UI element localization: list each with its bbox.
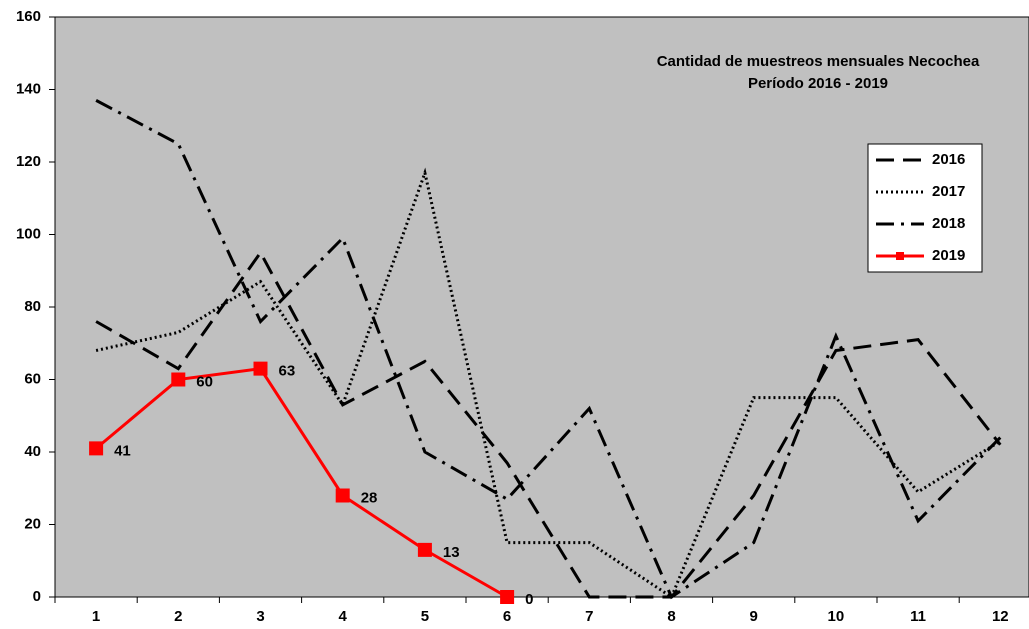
- x-tick-label: 3: [256, 608, 264, 624]
- series-line: [95, 249, 1002, 599]
- y-tick-label: 0: [33, 588, 41, 605]
- legend-label: 2017: [932, 183, 965, 200]
- series-line: [95, 99, 1002, 600]
- y-tick-label: 140: [16, 80, 41, 97]
- marker: [417, 542, 432, 557]
- marker: [500, 590, 515, 604]
- y-tick-label: 80: [24, 298, 41, 315]
- x-tick-label: 2: [174, 608, 182, 624]
- y-tick-label: 20: [24, 515, 41, 532]
- x-tick-label: 1: [92, 608, 100, 624]
- y-tick-label: 120: [16, 153, 41, 170]
- x-tick-label: 4: [339, 608, 348, 624]
- legend-marker: [896, 252, 904, 260]
- x-tick-label: 7: [585, 608, 593, 624]
- chart-subtitle: Período 2016 - 2019: [748, 75, 888, 92]
- data-label: 60: [196, 373, 213, 390]
- x-tick-label: 8: [667, 608, 675, 624]
- x-tick-label: 11: [910, 608, 926, 624]
- x-tick-label: 5: [421, 608, 429, 624]
- legend-label: 2018: [932, 215, 965, 232]
- x-tick-label: 6: [503, 608, 511, 624]
- plot-area: [54, 16, 1029, 598]
- legend-box: [867, 143, 983, 273]
- marker: [89, 441, 104, 456]
- data-label: 0: [525, 591, 533, 608]
- marker: [253, 361, 268, 376]
- series-line: [95, 367, 508, 599]
- data-label: 28: [361, 489, 378, 506]
- y-tick-label: 100: [16, 225, 41, 242]
- chart-title: Cantidad de muestreos mensuales Necochea: [657, 53, 980, 70]
- data-label: 13: [443, 544, 460, 561]
- data-label: 63: [279, 363, 296, 380]
- legend-label: 2019: [932, 247, 965, 264]
- marker: [335, 488, 350, 503]
- y-tick-label: 60: [24, 370, 41, 387]
- x-tick-label: 9: [750, 608, 758, 624]
- x-tick-label: 12: [992, 608, 1009, 624]
- x-tick-label: 10: [828, 608, 845, 624]
- y-tick-label: 40: [24, 443, 41, 460]
- y-tick-label: 160: [16, 8, 41, 25]
- marker: [171, 372, 186, 387]
- legend-label: 2016: [932, 151, 965, 168]
- data-label: 41: [114, 442, 131, 459]
